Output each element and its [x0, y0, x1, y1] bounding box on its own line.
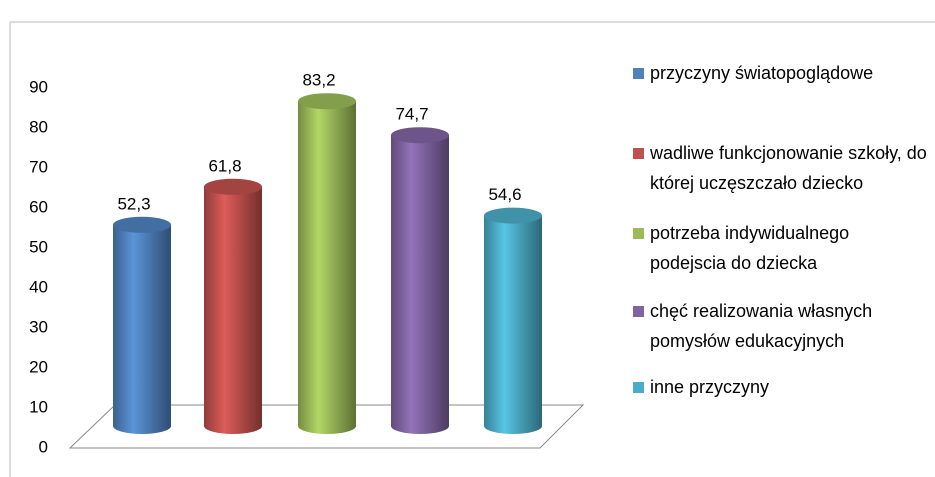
- y-tick-label: 50: [29, 237, 48, 256]
- legend-item: inne przyczyny: [630, 372, 769, 402]
- legend-swatch: [633, 148, 644, 159]
- legend-item: przyczyny światopoglądowe: [630, 58, 873, 88]
- bar-top: [204, 178, 262, 195]
- y-tick-label: 20: [29, 357, 48, 376]
- y-tick-label: 10: [29, 397, 48, 416]
- value-label: 52,3: [117, 194, 150, 213]
- legend-swatch: [633, 228, 644, 239]
- bar: [298, 101, 356, 434]
- bar-top: [113, 216, 171, 233]
- legend-label: chęć realizowania własnych pomysłów eduk…: [650, 301, 873, 351]
- y-tick-label: 40: [29, 277, 48, 296]
- legend-label: potrzeba indywidualnego podejscia do dzi…: [650, 223, 850, 273]
- bar: [484, 215, 542, 434]
- legend-swatch: [633, 306, 644, 317]
- legend-label: inne przyczyny: [650, 377, 770, 397]
- bar: [204, 186, 262, 434]
- bar: [391, 135, 449, 434]
- legend-item: wadliwe funkcjonowanie szkoły, do której…: [630, 138, 930, 198]
- value-label: 54,6: [488, 185, 521, 204]
- bar-top: [391, 127, 449, 144]
- legend-label: wadliwe funkcjonowanie szkoły, do której…: [650, 143, 927, 193]
- value-label: 83,2: [302, 71, 335, 90]
- y-tick-label: 70: [29, 157, 48, 176]
- value-label: 74,7: [395, 105, 428, 124]
- legend-item: chęć realizowania własnych pomysłów eduk…: [630, 296, 930, 356]
- legend-label: przyczyny światopoglądowe: [650, 63, 874, 83]
- y-tick-label: 60: [29, 197, 48, 216]
- y-tick-label: 90: [29, 77, 48, 96]
- y-tick-label: 80: [29, 117, 48, 136]
- y-tick-label: 30: [29, 317, 48, 336]
- bar-top: [484, 207, 542, 224]
- bar: [113, 224, 171, 434]
- bar-top: [298, 93, 356, 110]
- legend-item: potrzeba indywidualnego podejscia do dzi…: [630, 218, 930, 278]
- y-tick-label: 0: [39, 437, 48, 456]
- legend-swatch: [633, 382, 644, 393]
- value-label: 61,8: [208, 156, 241, 175]
- legend-swatch: [633, 68, 644, 79]
